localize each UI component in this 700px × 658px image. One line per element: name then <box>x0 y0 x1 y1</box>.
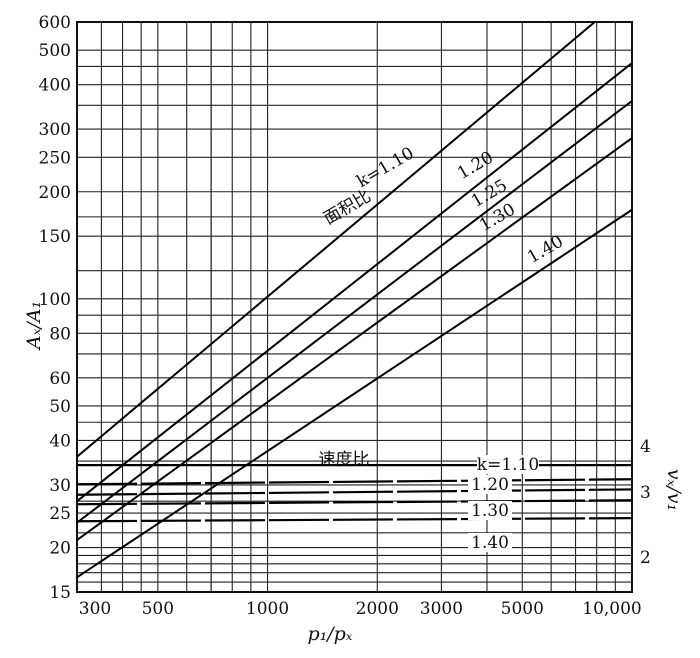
velocity-ratio-line <box>76 488 633 496</box>
y-tick-label: 20 <box>49 539 71 559</box>
velocity-label-backdrop <box>468 475 512 494</box>
area-series-label: k=1.10 <box>353 143 417 192</box>
area-ratio-line <box>76 100 633 524</box>
x-tick-label: 5000 <box>501 599 544 619</box>
x-tick-label: 10,000 <box>582 599 641 619</box>
plot-frame <box>76 21 633 593</box>
area-ratio-title: 面积比 <box>320 186 374 229</box>
x-tick-label: 300 <box>79 599 111 619</box>
y-tick-label: 250 <box>39 148 71 168</box>
y-tick-label: 500 <box>39 41 71 61</box>
y-tick-label: 50 <box>49 397 71 417</box>
y-tick-label: 40 <box>49 431 71 451</box>
velocity-ratio-line <box>76 516 633 523</box>
velocity-label-backdrop <box>477 455 539 474</box>
x-axis-title: p₁/pₓ <box>307 623 352 645</box>
y-tick-label: 100 <box>39 290 71 310</box>
y-tick-label: 200 <box>39 183 71 203</box>
velocity-ratio-line <box>76 499 633 506</box>
velocity-series-label: 1.40 <box>471 533 509 553</box>
y2-tick-label: 2 <box>640 548 651 568</box>
x-tick-label: 1000 <box>246 599 289 619</box>
x-tick-label: 500 <box>142 599 174 619</box>
y-tick-label: 600 <box>39 13 71 33</box>
grid-lines <box>76 21 633 593</box>
velocity-series-label: 1.20 <box>471 475 509 495</box>
area-series-label: 1.40 <box>524 232 567 268</box>
velocity-label-backdrop <box>468 533 512 552</box>
series-lines <box>76 21 633 579</box>
y2-tick-label: 4 <box>640 437 651 457</box>
area-ratio-line <box>76 208 633 579</box>
y-tick-label: 30 <box>49 476 71 496</box>
velocity-series-label: k=1.10 <box>477 455 539 475</box>
y2-axis-title: vₓ/v₁ <box>663 469 685 511</box>
area-series-label: 1.20 <box>454 148 497 184</box>
y-tick-label: 15 <box>49 583 71 603</box>
y-axis-title: Aₓ/A₁ <box>23 301 45 351</box>
y-tick-label: 25 <box>49 504 71 524</box>
area-ratio-line <box>76 21 596 458</box>
y-tick-label: 80 <box>49 324 71 344</box>
area-ratio-line <box>76 62 633 502</box>
y-tick-label: 60 <box>49 369 71 389</box>
velocity-ratio-line <box>76 478 633 486</box>
axes: 300 500 1000 2000 3000 5000 10,000 15 20 25 30 40 50… <box>23 13 685 645</box>
y-tick-label: 150 <box>39 227 71 247</box>
area-ratio-line <box>76 137 633 541</box>
velocity-series-label: 1.30 <box>471 501 509 521</box>
y-tick-label: 300 <box>39 120 71 140</box>
x-tick-label: 3000 <box>420 599 463 619</box>
velocity-ratio-title: 速度比 <box>319 450 370 470</box>
x-tick-label: 2000 <box>356 599 399 619</box>
velocity-label-backdrop <box>468 501 512 520</box>
y2-tick-label: 3 <box>640 483 651 503</box>
y-tick-label: 400 <box>39 76 71 96</box>
